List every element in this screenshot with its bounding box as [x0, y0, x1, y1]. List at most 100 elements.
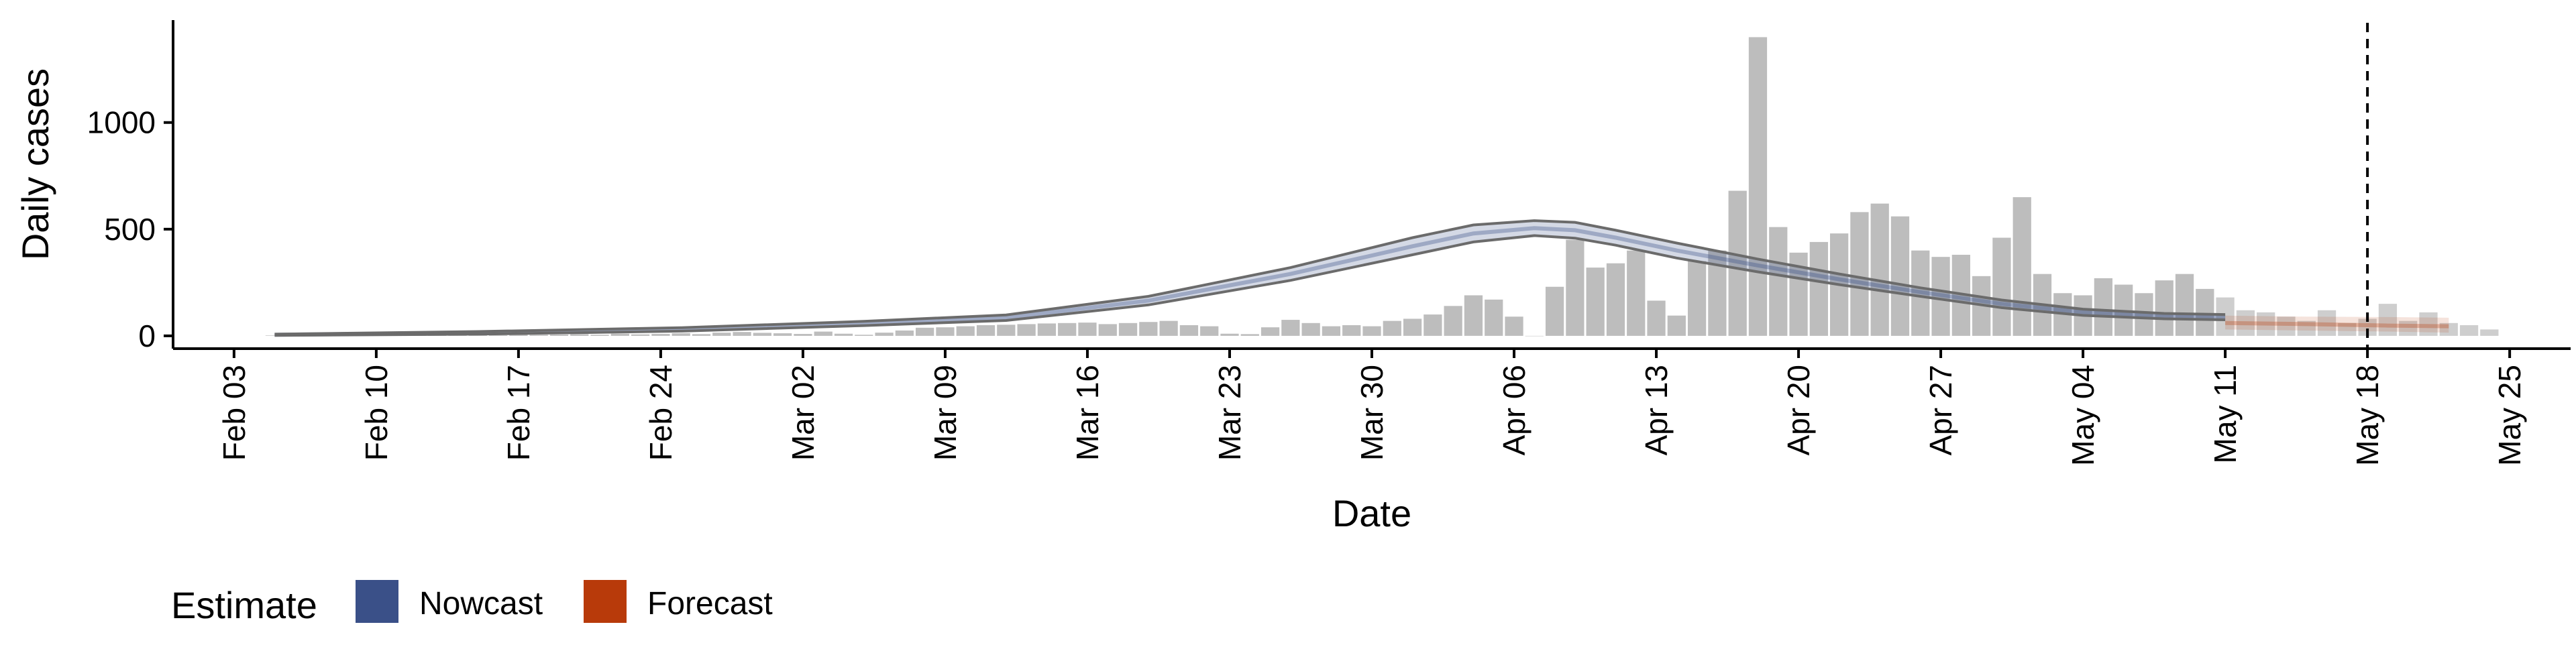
bar [610, 333, 629, 336]
x-tick-label: Mar 16 [1070, 365, 1105, 461]
nowcast-band [274, 221, 2226, 336]
forecast-center-line [2225, 320, 2449, 329]
bar [2216, 297, 2235, 336]
bar [976, 325, 996, 336]
bar [1260, 327, 1280, 336]
bar [794, 334, 812, 336]
lines-layer [274, 219, 2226, 337]
bar [1545, 286, 1564, 336]
bar [1647, 300, 1666, 336]
x-tick-label: Mar 30 [1354, 365, 1389, 461]
bar [2317, 310, 2337, 336]
bar [2419, 312, 2438, 336]
bar [2257, 312, 2275, 336]
x-tick-label: Feb 24 [643, 365, 678, 461]
bar [2439, 322, 2458, 336]
x-tick-label: Apr 20 [1781, 365, 1816, 456]
y-tick-label: 1000 [87, 105, 156, 140]
bar [1890, 216, 1910, 336]
bar [1159, 320, 1178, 336]
bar [1017, 324, 1036, 336]
x-tick-label: Apr 13 [1639, 365, 1674, 456]
x-tick-label: Mar 09 [928, 365, 963, 461]
x-ticks-layer: Feb 03 Feb 10 Feb 17 Feb 24 Mar 02 Mar 09 Mar … [217, 349, 2527, 466]
bar [733, 332, 751, 336]
bar [1911, 250, 1930, 336]
x-tick-label: Feb 17 [501, 365, 536, 461]
bar [549, 335, 569, 336]
bar [834, 333, 853, 336]
bar [1505, 316, 1523, 336]
bar [1383, 320, 1401, 336]
bar [1606, 263, 1625, 336]
bar [1687, 261, 1707, 336]
bar [956, 326, 975, 336]
bar [692, 334, 711, 336]
bar [1931, 257, 1950, 336]
bar [2480, 329, 2499, 336]
legend: Estimate Nowcast Forecast [171, 580, 773, 626]
x-tick-label: May 11 [2208, 365, 2243, 463]
bar [916, 327, 934, 336]
bar [631, 334, 650, 336]
bar [1281, 320, 1300, 336]
bar [1037, 323, 1057, 336]
x-tick-label: May 25 [2492, 365, 2527, 466]
bar [1424, 314, 1442, 336]
bar [1342, 325, 1361, 336]
bar [814, 331, 833, 336]
bar [753, 333, 771, 336]
nowcast-upper-line [274, 219, 2226, 336]
x-tick-label: Apr 27 [1923, 365, 1958, 456]
bar [1485, 299, 1503, 336]
bar [1566, 239, 1585, 336]
nowcast-lower-line [274, 234, 2226, 337]
bar [1870, 203, 1889, 336]
legend-swatch-nowcast [356, 580, 398, 623]
bar [651, 334, 670, 336]
bar [875, 333, 894, 336]
bar [488, 335, 508, 336]
bar [2236, 310, 2255, 336]
bar [570, 334, 589, 336]
bar [1850, 212, 1869, 336]
bar [1200, 326, 1219, 336]
bar [1525, 335, 1544, 337]
legend-label-forecast: Forecast [647, 586, 773, 622]
bar [895, 330, 914, 336]
bar [2196, 288, 2214, 336]
bar [2277, 316, 2296, 336]
bar [1118, 322, 1138, 336]
bar [1728, 190, 1747, 336]
bar [1769, 227, 1788, 336]
bar [1078, 322, 1097, 336]
bar [1301, 322, 1320, 336]
bar [1809, 241, 1828, 336]
x-tick-label: Mar 02 [786, 365, 820, 461]
y-tick-label: 0 [138, 318, 156, 353]
bar [1444, 306, 1462, 336]
bar [1992, 237, 2011, 336]
bar [2338, 322, 2357, 336]
bar [2094, 278, 2112, 336]
bar [1098, 324, 1117, 336]
bar [1748, 37, 1768, 336]
bar [1362, 326, 1381, 336]
bar [2155, 280, 2174, 336]
legend-label-nowcast: Nowcast [419, 586, 543, 622]
bar [1464, 295, 1483, 336]
nowcast-center-line [274, 226, 2226, 337]
legend-swatch-forecast [584, 580, 627, 623]
bar [2175, 274, 2194, 336]
bar [1627, 250, 1646, 336]
bands-layer [274, 221, 2449, 337]
bar [1667, 315, 1686, 336]
bar [1058, 322, 1077, 336]
bar [1240, 334, 1259, 336]
bar [509, 334, 528, 336]
y-tick-label: 500 [104, 212, 156, 247]
bar [712, 333, 731, 336]
bar [997, 325, 1016, 336]
bar [1322, 326, 1341, 336]
